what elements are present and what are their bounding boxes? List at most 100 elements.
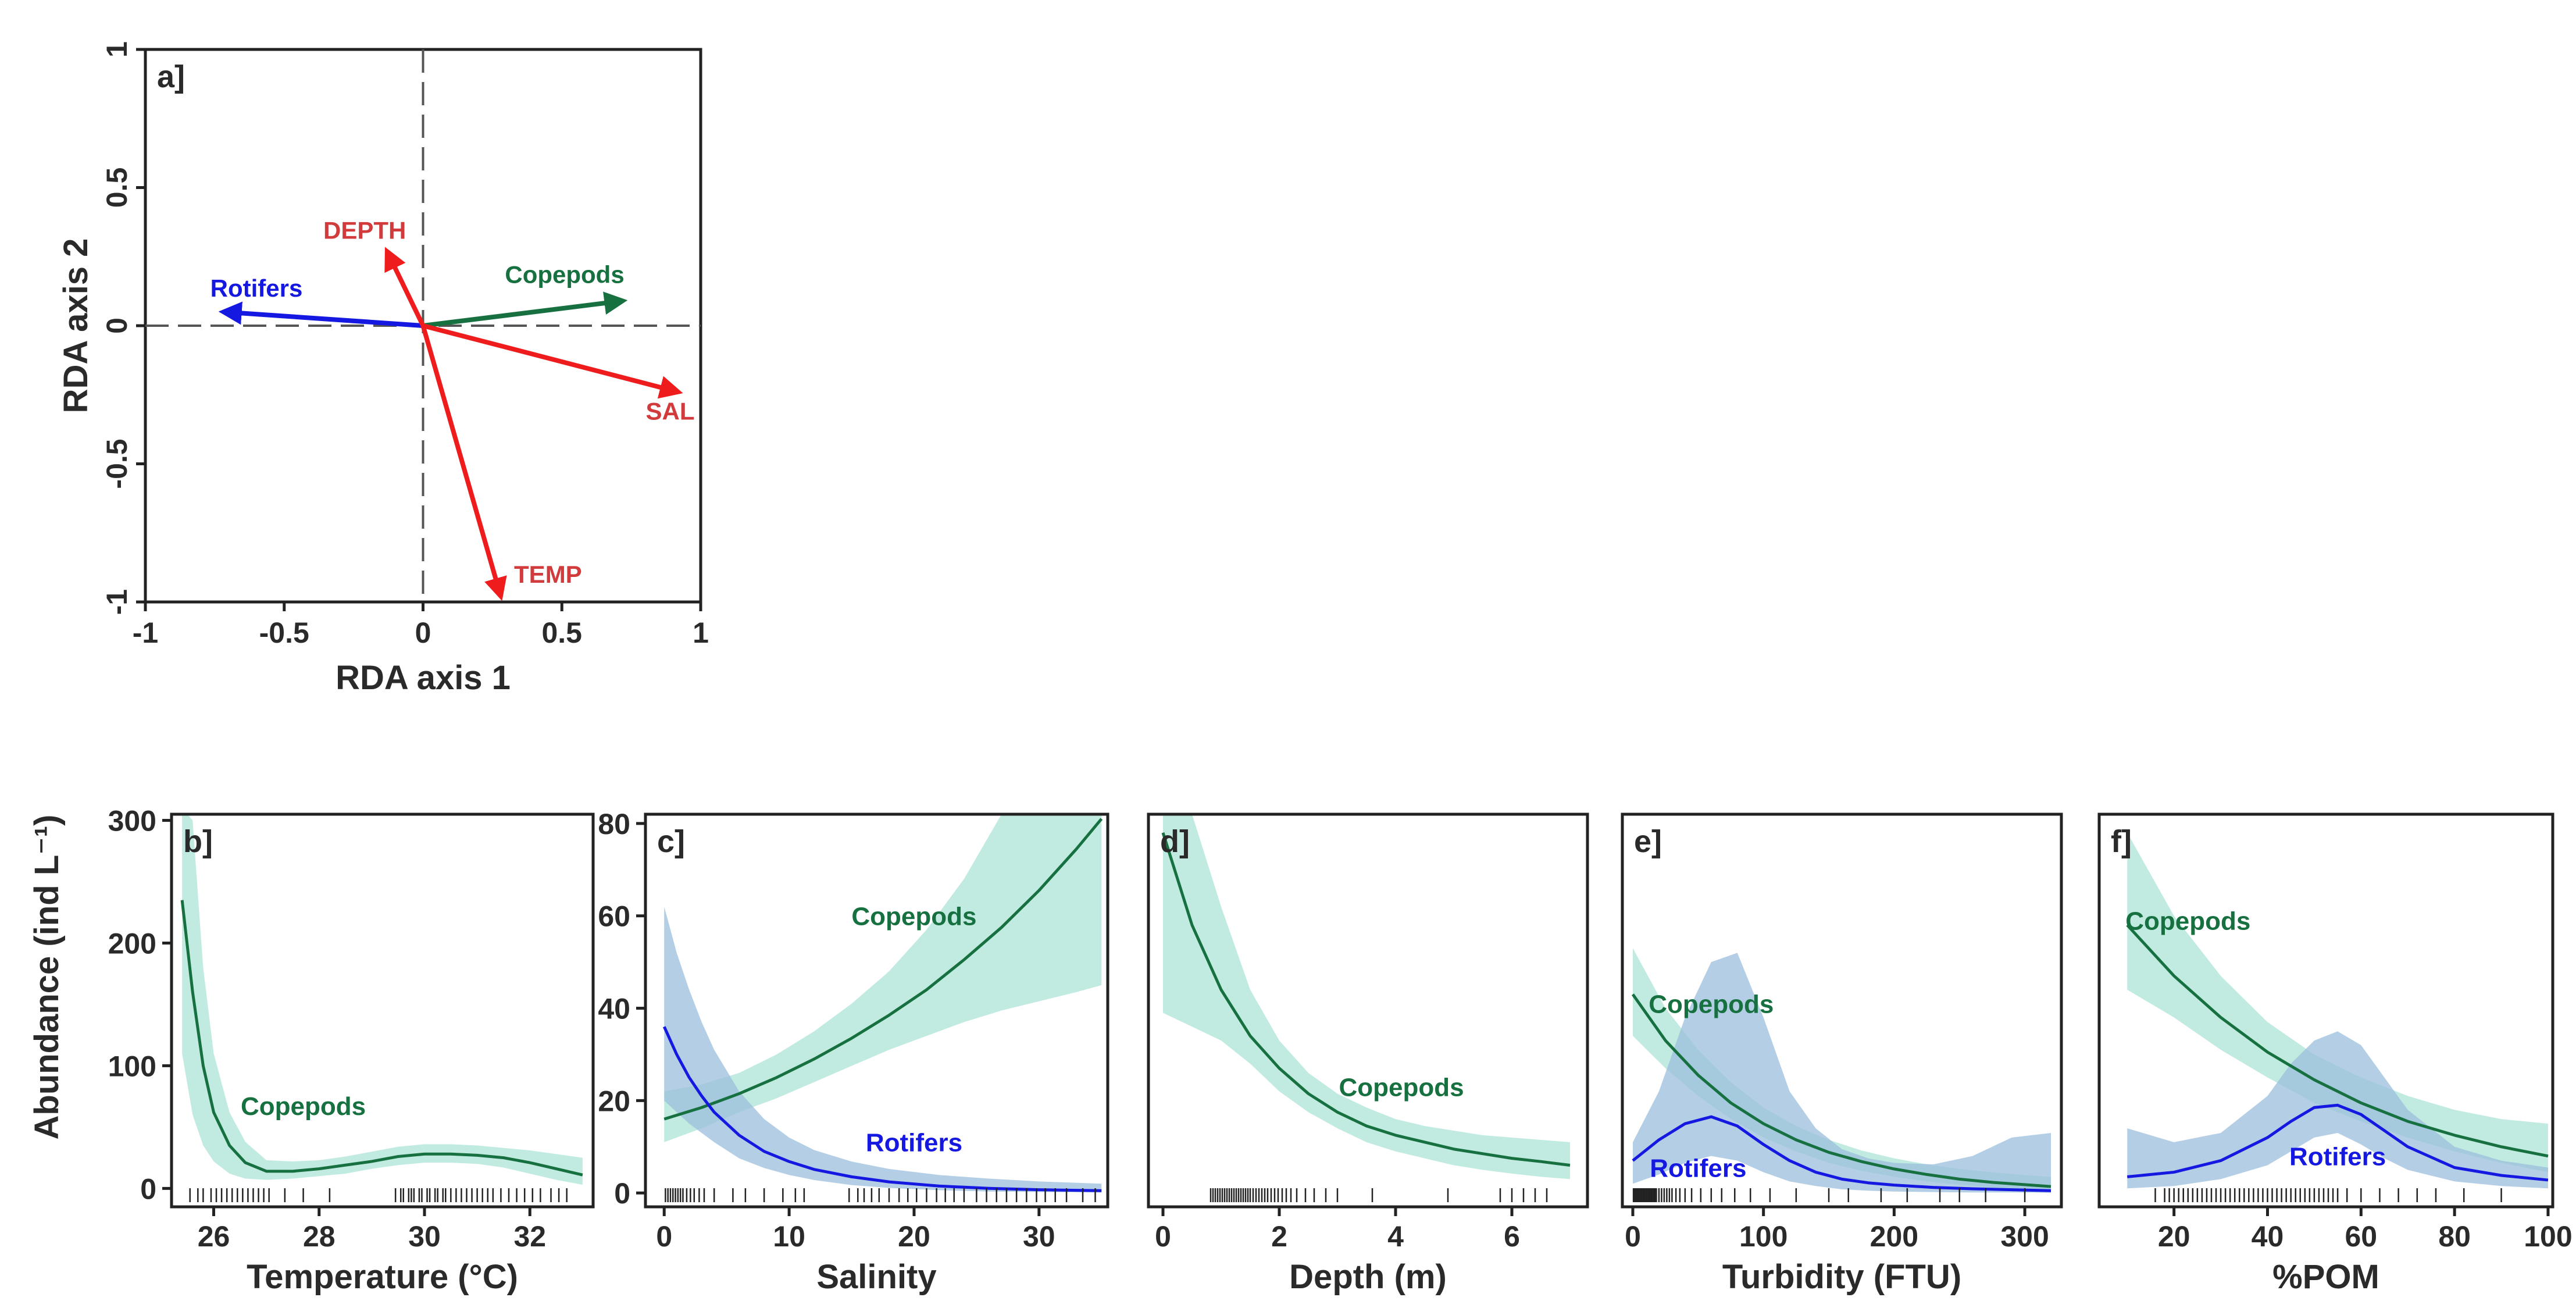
vector-label-copepods: Copepods <box>505 261 624 288</box>
plot-area <box>1631 948 2051 1202</box>
curve-label-copepods: Copepods <box>1649 990 1774 1018</box>
x-tick-label: 2 <box>1271 1220 1287 1253</box>
panel-label: e] <box>1634 824 1662 859</box>
panel-e-turbidity: Copepods Rotifers 0 100 200 300 Turbidity (FTU… <box>1621 812 2063 1296</box>
vector-temp <box>420 325 507 601</box>
curve-label-rotifers: Rotifers <box>2289 1143 2386 1171</box>
x-tick-label: 1 <box>693 616 709 649</box>
panel-label: b] <box>183 824 213 859</box>
vector-label-sal: SAL <box>645 398 694 425</box>
vector-label-temp: TEMP <box>514 561 582 588</box>
confidence-band-rotifers <box>1632 953 2051 1193</box>
y-tick-label: 80 <box>598 808 630 840</box>
vector-copepods <box>423 291 628 328</box>
x-tick-label: 10 <box>773 1220 805 1253</box>
panel-label: c] <box>657 824 685 859</box>
y-tick-label: 200 <box>108 927 156 960</box>
y-tick-label: 60 <box>598 900 630 933</box>
x-tick-label: 0 <box>656 1220 672 1253</box>
x-tick-label: 30 <box>408 1220 441 1253</box>
plot-frame <box>1621 812 2063 1209</box>
fit-line-copepods <box>1631 993 2051 1188</box>
vector-depth <box>384 247 426 327</box>
y-tick-label: 300 <box>108 805 156 838</box>
x-tick-label: 6 <box>1504 1220 1520 1253</box>
y-tick-label: 0 <box>140 1173 156 1205</box>
plot-frame <box>644 812 1109 1209</box>
fit-line-copepods <box>2126 924 2549 1158</box>
x-tick-label: 0 <box>1625 1220 1641 1253</box>
x-tick-label: 300 <box>2000 1220 2049 1253</box>
x-axis-title: Salinity <box>816 1258 936 1296</box>
x-tick-label: 30 <box>1023 1220 1055 1253</box>
x-tick-label: 20 <box>2158 1220 2190 1253</box>
x-tick-label: 200 <box>1870 1220 1918 1253</box>
x-tick-label: 0 <box>1155 1220 1171 1253</box>
confidence-band-rotifers <box>2127 1031 2548 1189</box>
y-tick-label: 0.5 <box>101 168 133 208</box>
y-tick-label: 20 <box>598 1085 630 1117</box>
y-tick-label: -1 <box>101 589 133 615</box>
x-axis-title: RDA axis 1 <box>336 659 511 697</box>
x-tick-label: 4 <box>1387 1220 1404 1253</box>
panel-label: f] <box>2111 824 2132 859</box>
panel-f-pom: Copepods Rotifers 20 40 60 80 100 %POM f] <box>2097 812 2573 1296</box>
y-tick-label: 0 <box>101 318 133 334</box>
plot-frame <box>2097 812 2554 1209</box>
curve-label-copepods: Copepods <box>2125 907 2250 936</box>
plot-frame <box>1147 812 1589 1209</box>
panel-c-salinity: Copepods Rotifers 0 10 20 30 0 20 40 60 80 Salinity… <box>598 808 1109 1296</box>
panel-label: d] <box>1160 824 1190 859</box>
x-axis-title: Depth (m) <box>1289 1258 1447 1296</box>
vector-label-rotifers: Rotifers <box>210 275 303 302</box>
x-tick-label: 60 <box>2345 1220 2377 1253</box>
panel-d-depth: Copepods 0 2 4 6 Depth (m) d] <box>1147 812 1589 1296</box>
x-tick-label: -0.5 <box>259 616 309 649</box>
fit-line-rotifers <box>2127 1103 2549 1182</box>
x-tick-label: 26 <box>198 1220 230 1253</box>
x-tick-label: 20 <box>898 1220 930 1253</box>
curve-label-copepods: Copepods <box>1339 1073 1464 1102</box>
abundance-axis-title: Abundance (ind L⁻¹) <box>28 815 66 1140</box>
y-axis-title: RDA axis 2 <box>57 238 95 414</box>
panel-b-temperature: Copepods 26 28 30 32 0 100 200 300 Temperature (°… <box>108 805 595 1296</box>
curve-label-copepods: Copepods <box>241 1092 366 1121</box>
curve-label-rotifers: Rotifers <box>1650 1154 1746 1182</box>
plot-frame <box>170 812 595 1209</box>
panel-a-rda-biplot: -1 -0.5 0 0.5 1 -1 -0.5 0 0.5 1 RDA axis 1 RDA axis… <box>57 41 709 697</box>
x-tick-label: 0 <box>415 616 431 649</box>
x-axis-title: Temperature (°C) <box>247 1258 518 1296</box>
y-tick-label: -0.5 <box>101 439 133 489</box>
fit-line-copepods <box>663 818 1103 1121</box>
x-tick-label: 80 <box>2438 1220 2471 1253</box>
y-tick-label: 1 <box>101 41 133 58</box>
fit-line-copepods <box>180 900 583 1177</box>
x-tick-label: 40 <box>2252 1220 2284 1253</box>
confidence-band-copepods <box>664 814 1102 1142</box>
y-tick-label: 0 <box>614 1177 630 1210</box>
x-axis-title: Turbidity (FTU) <box>1722 1258 1961 1296</box>
vector-rotifers <box>218 301 423 328</box>
x-tick-label: 0.5 <box>541 616 582 649</box>
plot-area <box>1161 814 1571 1202</box>
curve-label-rotifers: Rotifers <box>866 1129 962 1157</box>
fit-line-copepods <box>1161 832 1571 1167</box>
confidence-band-copepods <box>182 814 583 1185</box>
x-axis-title: %POM <box>2272 1258 2379 1296</box>
x-tick-label: 100 <box>1739 1220 1787 1253</box>
x-tick-label: 28 <box>303 1220 336 1253</box>
fit-line-rotifers <box>662 1026 1102 1192</box>
x-tick-label: -1 <box>133 616 158 649</box>
y-tick-label: 100 <box>108 1050 156 1082</box>
y-tick-label: 40 <box>598 993 630 1025</box>
curve-label-copepods: Copepods <box>851 903 976 931</box>
x-tick-label: 32 <box>513 1220 546 1253</box>
plot-area <box>662 814 1103 1202</box>
vector-label-depth: DEPTH <box>323 216 406 244</box>
plot-area <box>2126 832 2549 1202</box>
panel-label: a] <box>157 59 185 94</box>
confidence-band-copepods <box>1163 814 1570 1179</box>
plot-area <box>180 814 583 1202</box>
vector-sal <box>422 323 683 399</box>
